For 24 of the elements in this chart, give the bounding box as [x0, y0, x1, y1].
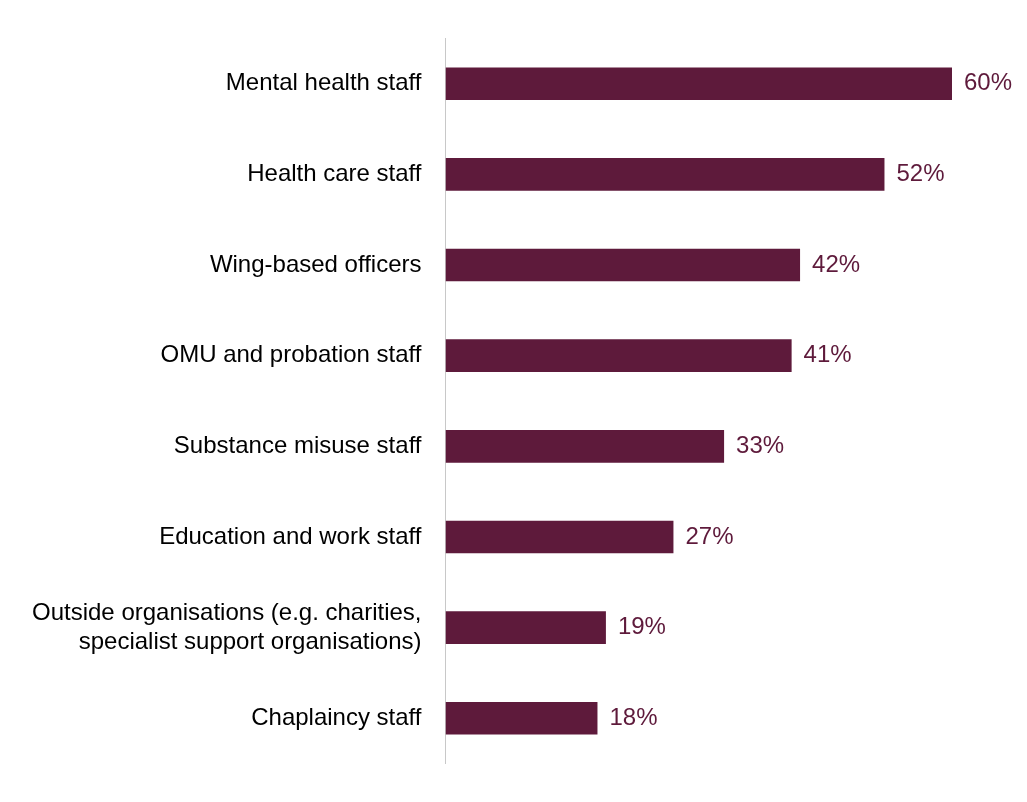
bar — [445, 339, 792, 372]
data-label: 52% — [896, 159, 945, 186]
y-tick-label: Chaplaincy staff — [251, 702, 422, 730]
y-tick-label: Outside organisations (e.g. charities, specialist support organisations) — [32, 597, 422, 654]
data-label: 19% — [617, 612, 666, 640]
y-tick-label: Substance misuse staff — [173, 430, 422, 458]
bar — [445, 611, 606, 644]
bar — [445, 248, 801, 282]
data-label: 60% — [964, 68, 1013, 96]
y-tick-label: Health care staff — [247, 159, 422, 186]
y-tick-label: OMU and probation staff — [160, 340, 422, 368]
bar — [445, 158, 885, 191]
data-label: 41% — [803, 340, 852, 368]
data-label: 27% — [685, 521, 734, 549]
bar — [445, 520, 674, 554]
y-tick-label: Wing-based officers — [209, 249, 422, 277]
y-tick-label: Education and work staff — [159, 521, 422, 549]
data-label: 18% — [609, 702, 658, 730]
data-label: 42% — [812, 249, 861, 277]
bar — [445, 67, 952, 101]
bar — [445, 701, 598, 735]
bar — [445, 430, 725, 463]
y-tick-label: Mental health staff — [225, 68, 422, 96]
data-label: 33% — [736, 430, 785, 458]
